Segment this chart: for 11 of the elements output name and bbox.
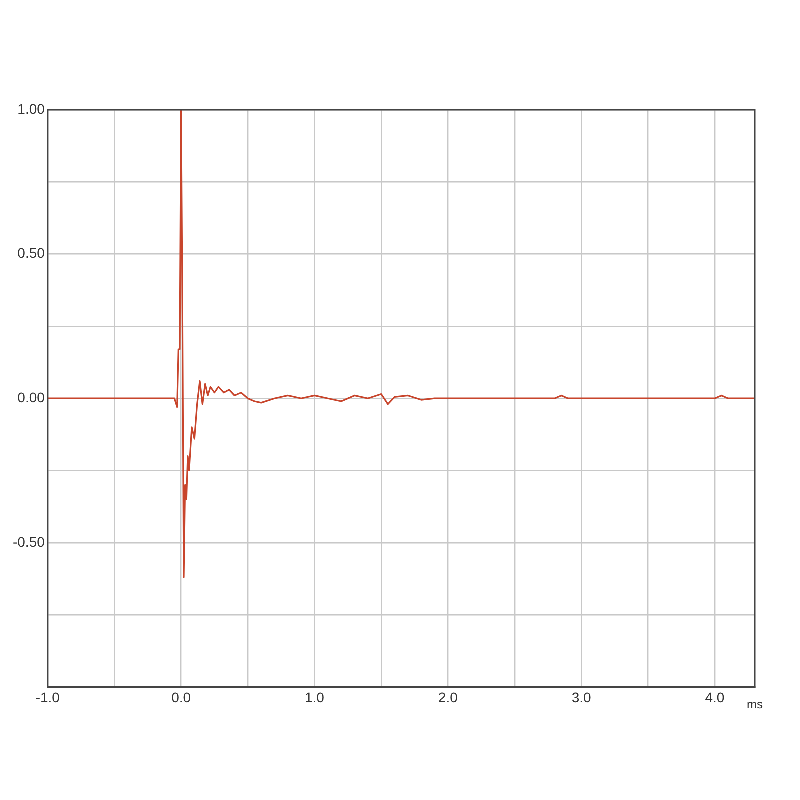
x-tick-label: 4.0 <box>705 689 725 706</box>
y-tick-label: 0.00 <box>18 389 46 406</box>
y-tick-label: 1.00 <box>18 100 46 117</box>
x-tick-label: 1.0 <box>305 689 325 706</box>
x-tick-label: 3.0 <box>572 689 592 706</box>
x-tick-label: 0.0 <box>172 689 192 706</box>
y-tick-label: -0.50 <box>12 534 46 550</box>
x-tick-label: 2.0 <box>438 689 458 706</box>
y-tick-label: 0.50 <box>18 245 46 262</box>
x-axis-title: ms <box>747 698 763 712</box>
x-tick-label: -1.0 <box>36 689 60 706</box>
